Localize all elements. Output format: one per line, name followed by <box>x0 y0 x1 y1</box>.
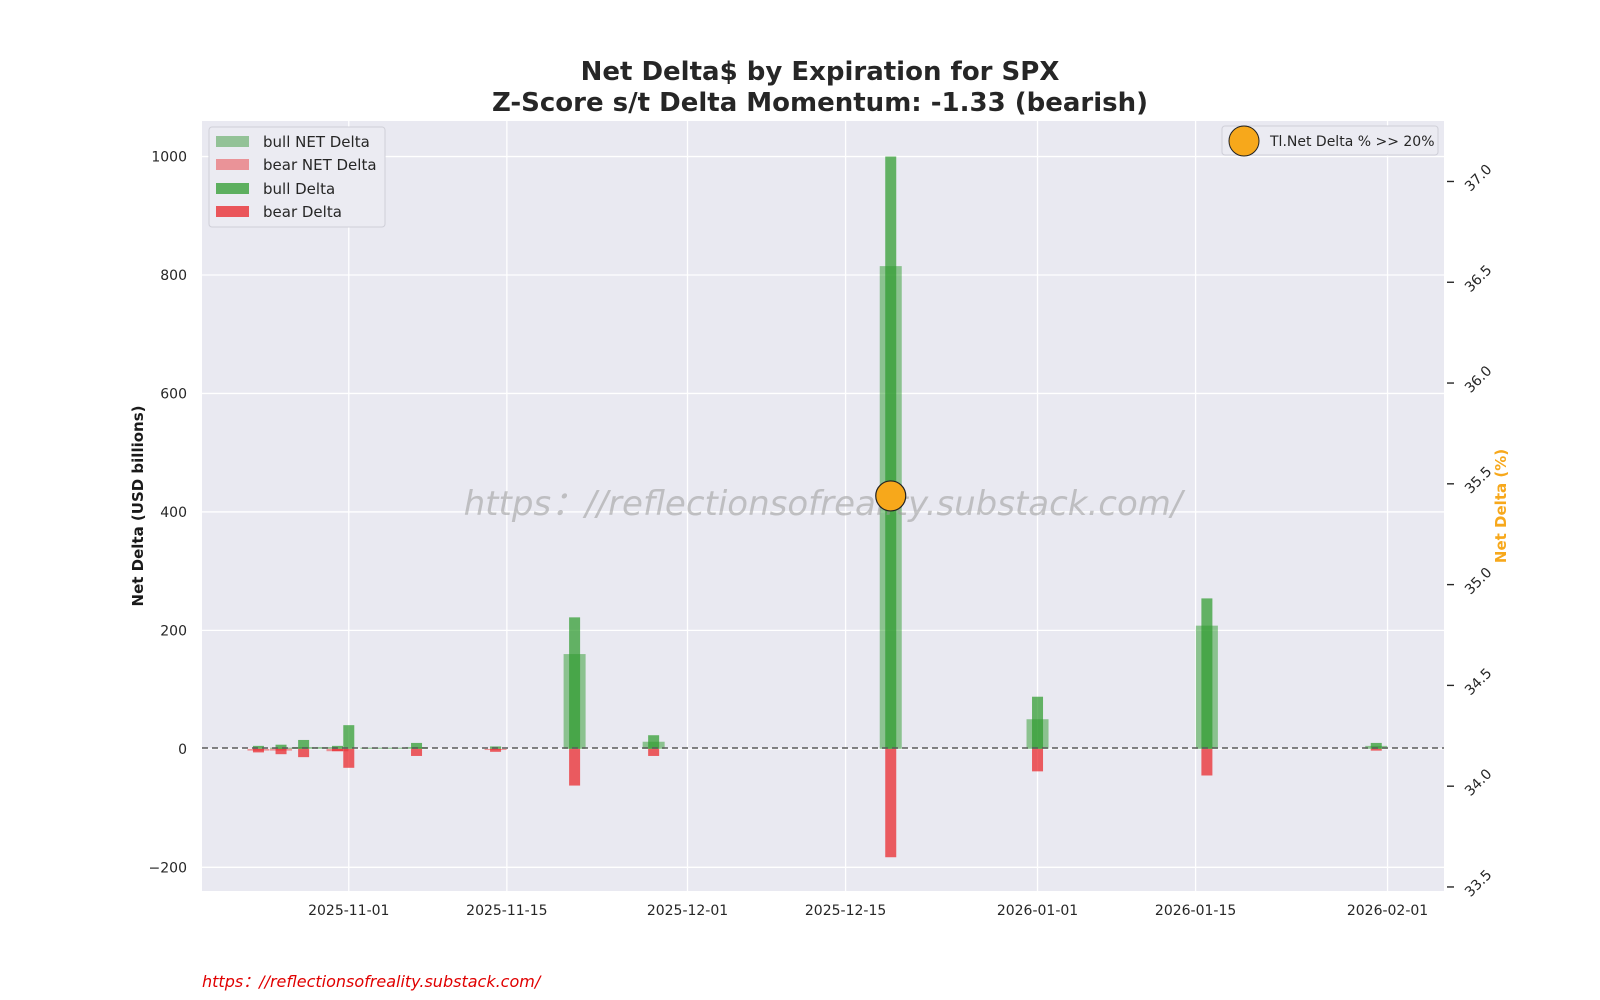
legend-swatch-bull-net <box>216 136 249 147</box>
y-tick-label: 800 <box>160 268 187 284</box>
y2-tick-label: 33.5 <box>1462 867 1495 900</box>
watermark: https：//reflectionsofreality.substack.co… <box>464 484 1186 524</box>
x-tick-label: 2026-01-01 <box>997 903 1078 919</box>
y-tick-label: 1000 <box>151 150 187 166</box>
legend-swatch-bull <box>216 183 249 194</box>
x-axis-ticks: 2025-11-01 2025-11-15 2025-12-01 2025-12-15… <box>308 903 1428 919</box>
x-tick-label: 2025-12-15 <box>805 903 886 919</box>
bar-bear-delta <box>1032 748 1044 772</box>
bar-bear-delta <box>1370 748 1382 751</box>
legend-swatch-bear <box>216 206 249 217</box>
y2-tick-label: 36.5 <box>1462 262 1495 295</box>
bar-bear-delta <box>885 748 897 858</box>
bar-bear-delta <box>252 748 264 753</box>
x-tick-label: 2026-02-01 <box>1347 903 1428 919</box>
chart-subtitle: Z-Score s/t Delta Momentum: -1.33 (beari… <box>492 88 1148 118</box>
y2-tick-label: 36.0 <box>1462 363 1495 396</box>
legend-marker-label: Tl.Net Delta % >> 20% <box>1269 134 1435 150</box>
bar-bear-delta <box>343 748 355 768</box>
bar-bull-delta <box>1201 598 1213 749</box>
y-axis-label: Net Delta (USD billions) <box>129 406 147 607</box>
y-tick-label: 600 <box>160 386 187 402</box>
bar-bull-delta <box>252 745 264 749</box>
footer-link[interactable]: https：//reflectionsofreality.substack.co… <box>202 972 541 991</box>
bar-bull-delta <box>1032 696 1044 749</box>
chart-title: Net Delta$ by Expiration for SPX <box>581 57 1060 87</box>
y2-tick-label: 35.0 <box>1462 565 1495 598</box>
y2-tick-label: 34.5 <box>1462 665 1495 698</box>
bar-bull-net-delta <box>360 747 383 749</box>
bar-bear-delta <box>648 748 660 756</box>
y-tick-label: −200 <box>149 860 187 876</box>
legend-label-bear: bear Delta <box>263 203 342 221</box>
bar-bull-delta <box>411 742 423 749</box>
marker-series <box>875 480 907 512</box>
bar-bull-delta <box>1370 742 1382 749</box>
legend-marker-box <box>1221 125 1439 156</box>
legend-label-bull-net: bull NET Delta <box>263 133 370 151</box>
bar-bear-delta <box>331 748 343 752</box>
bar-bull-delta <box>298 739 310 749</box>
x-tick-label: 2025-11-01 <box>308 903 389 919</box>
x-tick-label: 2026-01-15 <box>1155 903 1236 919</box>
y-tick-label: 400 <box>160 505 187 521</box>
legend-marker: Tl.Net Delta % >> 20% <box>1221 125 1439 157</box>
y2-tick-label: 37.0 <box>1462 162 1495 195</box>
bar-bull-delta <box>885 156 897 749</box>
y2-tick-label: 34.0 <box>1462 766 1495 799</box>
legend: bull NET Delta bear NET Delta bull Delta… <box>208 126 386 228</box>
bar-bear-delta <box>411 748 423 756</box>
bar-bear-delta <box>490 748 502 752</box>
y2-tick-label: 35.5 <box>1462 464 1495 497</box>
bar-bull-delta <box>343 725 355 749</box>
bar-bear-delta <box>1201 748 1213 776</box>
marker-point <box>875 480 907 512</box>
x-tick-label: 2025-12-01 <box>647 903 728 919</box>
plot-area <box>202 121 1444 891</box>
bar-bear-delta <box>298 748 310 758</box>
legend-label-bull: bull Delta <box>263 180 335 198</box>
bar-bear-delta <box>569 748 581 786</box>
legend-swatch-bear-net <box>216 159 249 170</box>
y-tick-label: 0 <box>178 742 187 758</box>
x-tick-label: 2025-11-15 <box>466 903 547 919</box>
legend-marker-swatch <box>1228 125 1260 157</box>
bar-bear-delta <box>275 748 287 755</box>
y-tick-label: 200 <box>160 623 187 639</box>
bar-bull-delta <box>275 744 287 749</box>
bar-bull-delta <box>648 735 660 749</box>
legend-label-bear-net: bear NET Delta <box>263 156 377 174</box>
legend-box <box>208 126 386 228</box>
y2-axis-label: Net Delta (%) <box>1492 449 1510 563</box>
y-axis-ticks: −200 0 200 400 600 800 1000 <box>149 150 187 877</box>
bar-bull-delta <box>569 617 581 749</box>
y2-axis-ticks: 33.5 34.0 34.5 35.0 35.5 36.0 36.5 37.0 <box>1447 162 1495 900</box>
